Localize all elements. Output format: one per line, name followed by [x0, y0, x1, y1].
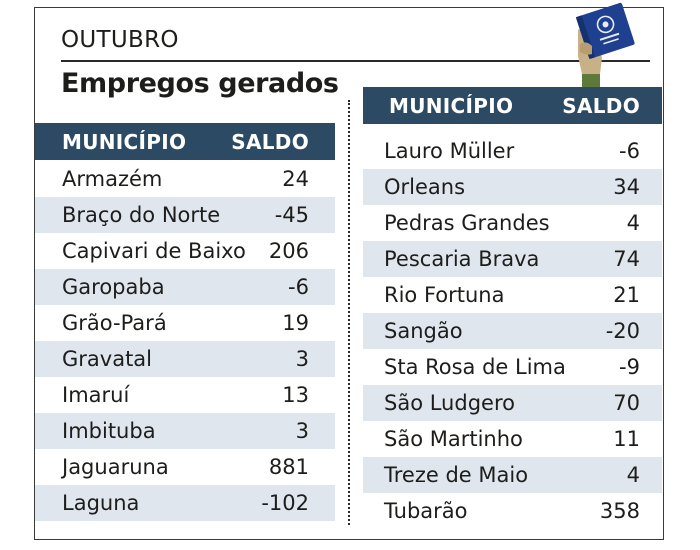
saldo-cell: 881: [268, 455, 309, 479]
left-table: MUNICÍPIO SALDO Armazém 24 Braço do Norte…: [35, 123, 335, 521]
municipio-cell: Braço do Norte: [62, 203, 221, 227]
table-row: Imaruí 13: [35, 377, 335, 413]
municipio-cell: Orleans: [384, 175, 466, 199]
saldo-cell: -20: [605, 319, 640, 343]
table-header: MUNICÍPIO SALDO: [35, 123, 335, 160]
saldo-cell: 70: [613, 391, 640, 415]
table-row: Lauro Müller -6: [363, 133, 662, 169]
municipio-cell: Imaruí: [62, 383, 130, 407]
saldo-cell: 3: [295, 347, 309, 371]
municipio-cell: Jaguaruna: [62, 455, 169, 479]
table-row: Garopaba -6: [35, 269, 335, 305]
work-card-icon: [568, 0, 640, 88]
municipio-cell: Grão-Pará: [62, 311, 167, 335]
saldo-cell: 3: [295, 419, 309, 443]
saldo-cell: -45: [274, 203, 309, 227]
table-row: Imbituba 3: [35, 413, 335, 449]
municipio-cell: Sangão: [384, 319, 463, 343]
municipio-cell: Capivari de Baixo: [62, 239, 246, 263]
municipio-cell: Tubarão: [384, 499, 468, 523]
col-municipio-header: MUNICÍPIO: [62, 129, 187, 154]
table-row: Jaguaruna 881: [35, 449, 335, 485]
table-row: Laguna -102: [35, 485, 335, 521]
table-row: Orleans 34: [363, 169, 662, 205]
saldo-cell: 24: [282, 167, 309, 191]
table-row: Armazém 24: [35, 161, 335, 197]
col-saldo-header: SALDO: [562, 93, 640, 118]
col-saldo-header: SALDO: [231, 129, 309, 154]
saldo-cell: 11: [613, 427, 640, 451]
saldo-cell: -9: [619, 355, 640, 379]
table-row: São Ludgero 70: [363, 385, 662, 421]
saldo-cell: -6: [619, 139, 640, 163]
municipio-cell: São Martinho: [384, 427, 523, 451]
table-row: Grão-Pará 19: [35, 305, 335, 341]
column-divider: [348, 100, 350, 525]
table-row: Treze de Maio 4: [363, 457, 662, 493]
table-row: Braço do Norte -45: [35, 197, 335, 233]
section-kicker: OUTUBRO: [61, 27, 179, 53]
saldo-cell: 358: [599, 499, 640, 523]
table-row: Rio Fortuna 21: [363, 277, 662, 313]
municipio-cell: Sta Rosa de Lima: [384, 355, 566, 379]
municipio-cell: Treze de Maio: [384, 463, 529, 487]
table-row: Tubarão 358: [363, 493, 662, 529]
saldo-cell: -102: [261, 491, 309, 515]
saldo-cell: 13: [282, 383, 309, 407]
saldo-cell: 19: [282, 311, 309, 335]
saldo-cell: 21: [613, 283, 640, 307]
municipio-cell: Laguna: [62, 491, 140, 515]
saldo-cell: 34: [613, 175, 640, 199]
saldo-cell: -6: [288, 275, 309, 299]
table-row: Sangão -20: [363, 313, 662, 349]
table-row: Capivari de Baixo 206: [35, 233, 335, 269]
municipio-cell: Imbituba: [62, 419, 156, 443]
table-row: São Martinho 11: [363, 421, 662, 457]
table-row: Pescaria Brava 74: [363, 241, 662, 277]
municipio-cell: Pedras Grandes: [384, 211, 550, 235]
municipio-cell: Gravatal: [62, 347, 153, 371]
page-title: Empregos gerados: [61, 68, 339, 99]
saldo-cell: 4: [626, 211, 640, 235]
municipio-cell: Lauro Müller: [384, 139, 515, 163]
saldo-cell: 206: [268, 239, 309, 263]
municipio-cell: São Ludgero: [384, 391, 515, 415]
table-row: Pedras Grandes 4: [363, 205, 662, 241]
saldo-cell: 74: [613, 247, 640, 271]
right-table: MUNICÍPIO SALDO Lauro Müller -6 Orleans 34…: [363, 87, 662, 529]
header-rule: [61, 60, 650, 62]
table-row: Sta Rosa de Lima -9: [363, 349, 662, 385]
municipio-cell: Rio Fortuna: [384, 283, 505, 307]
table-header: MUNICÍPIO SALDO: [363, 87, 662, 124]
table-row: Gravatal 3: [35, 341, 335, 377]
municipio-cell: Armazém: [62, 167, 163, 191]
municipio-cell: Pescaria Brava: [384, 247, 540, 271]
col-municipio-header: MUNICÍPIO: [389, 93, 514, 118]
saldo-cell: 4: [626, 463, 640, 487]
municipio-cell: Garopaba: [62, 275, 165, 299]
